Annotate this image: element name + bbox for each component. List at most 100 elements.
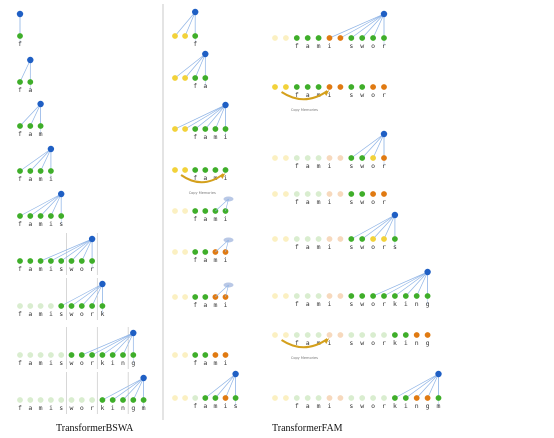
- token-label: n: [121, 404, 125, 412]
- token-label: f: [295, 300, 299, 308]
- token-node: [212, 395, 219, 401]
- attention-line: [19, 193, 62, 217]
- attention-line: [427, 373, 439, 399]
- token-node: [283, 293, 289, 299]
- token-node: [337, 332, 344, 338]
- copy-memories-label: Copy Memories: [189, 191, 216, 195]
- attention-line: [225, 373, 236, 399]
- token-node: [348, 84, 355, 90]
- token-node: [202, 126, 209, 132]
- token-node: [272, 155, 278, 161]
- token-node: [192, 249, 199, 255]
- token-node: [392, 395, 398, 401]
- attention-line: [19, 103, 41, 127]
- copy-arrowhead: [324, 90, 330, 96]
- memory-attention-line: [215, 198, 229, 212]
- token-node: [172, 167, 178, 173]
- attention-line: [372, 13, 385, 39]
- token-node: [326, 35, 333, 41]
- token-label: w: [70, 265, 74, 273]
- token-label: i: [404, 402, 408, 410]
- token-node: [37, 258, 44, 264]
- token-label: m: [317, 402, 321, 410]
- attention-line: [174, 53, 206, 79]
- token-node: [120, 352, 126, 358]
- token-node: [359, 84, 366, 90]
- token-node: [337, 35, 344, 41]
- token-node: [304, 35, 311, 41]
- token-label: w: [360, 339, 364, 347]
- token-label: m: [39, 220, 43, 228]
- token-node: [99, 397, 106, 403]
- attention-line: [81, 283, 103, 307]
- token-node: [337, 395, 344, 401]
- token-label: m: [39, 404, 43, 412]
- query-node: [424, 268, 431, 276]
- query-node: [37, 100, 44, 108]
- token-node: [58, 213, 65, 219]
- token-node: [172, 249, 178, 255]
- token-label: i: [224, 174, 228, 182]
- token-node: [337, 236, 344, 242]
- token-label: s: [59, 265, 63, 273]
- attention-line: [40, 148, 52, 172]
- token-label: m: [317, 300, 321, 308]
- token-label: i: [49, 220, 53, 228]
- token-node: [212, 167, 219, 173]
- token-label: s: [234, 402, 238, 410]
- token-label: f: [18, 265, 22, 273]
- token-node: [17, 213, 23, 219]
- token-node: [212, 126, 219, 132]
- token-label: i: [328, 91, 332, 99]
- token-node: [370, 155, 376, 161]
- token-label: i: [328, 300, 332, 308]
- token-node: [272, 395, 278, 401]
- token-label: f: [18, 404, 22, 412]
- token-label: f: [18, 175, 22, 183]
- token-node: [370, 84, 376, 90]
- token-label: a: [306, 243, 310, 251]
- token-node: [202, 249, 209, 255]
- token-node: [222, 167, 229, 173]
- attention-line: [102, 332, 134, 356]
- attention-line: [351, 13, 385, 39]
- attention-line: [361, 214, 396, 240]
- token-label: w: [360, 243, 364, 251]
- token-node: [359, 35, 366, 41]
- token-node: [348, 395, 355, 401]
- attention-line: [112, 377, 144, 401]
- query-node: [140, 374, 147, 382]
- token-label: o: [371, 91, 375, 99]
- token-label: s: [59, 359, 63, 367]
- token-label: m: [39, 130, 43, 138]
- token-node: [283, 395, 289, 401]
- token-label: f: [193, 215, 197, 223]
- token-label: m: [213, 301, 217, 309]
- token-node: [359, 293, 366, 299]
- attention-line: [405, 271, 428, 297]
- attention-line: [194, 104, 226, 130]
- attention-line: [60, 238, 93, 262]
- token-node: [202, 352, 209, 358]
- attention-line: [61, 283, 103, 307]
- token-label: f: [193, 402, 197, 410]
- token-node: [192, 167, 199, 173]
- token-node: [370, 395, 376, 401]
- token-node: [359, 332, 366, 338]
- token-label: a: [28, 220, 32, 228]
- token-node: [424, 293, 431, 299]
- token-label: a: [203, 402, 207, 410]
- token-label: m: [39, 175, 43, 183]
- token-label: o: [80, 265, 84, 273]
- attention-line: [81, 332, 134, 356]
- token-label: r: [90, 310, 94, 318]
- token-label: i: [224, 402, 228, 410]
- attention-line: [112, 332, 134, 356]
- token-node: [283, 84, 289, 90]
- attention-line: [394, 271, 428, 297]
- token-node: [99, 303, 106, 309]
- token-node: [172, 395, 178, 401]
- token-label: o: [371, 42, 375, 50]
- token-label: o: [371, 402, 375, 410]
- token-label: a: [203, 174, 207, 182]
